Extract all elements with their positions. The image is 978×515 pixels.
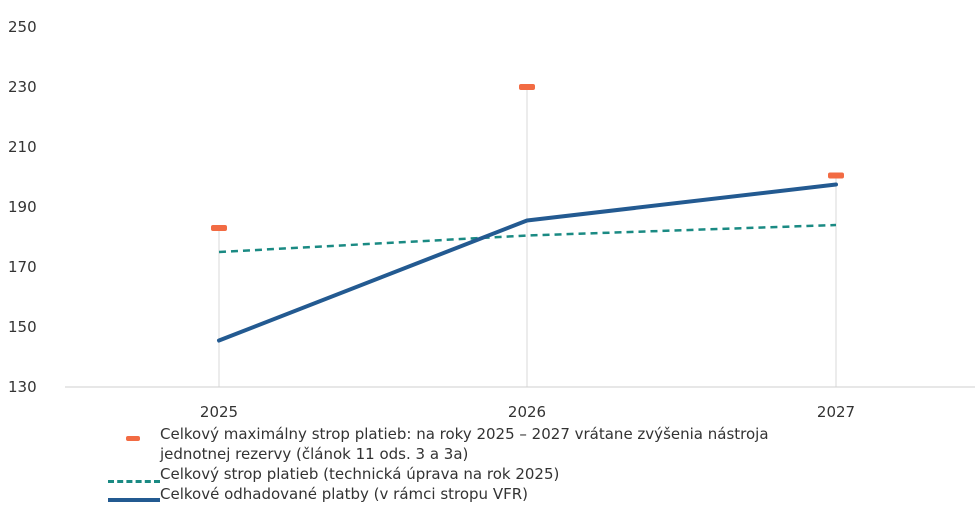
legend-item-max-ceiling: Celkový maximálny strop platieb: na roky… (108, 424, 828, 464)
x-tick-label: 2025 (200, 403, 238, 421)
x-tick-label: 2027 (817, 403, 855, 421)
legend-item-estimated: Celkové odhadované platby (v rámci strop… (108, 484, 828, 504)
legend-label-estimated: Celkové odhadované platby (v rámci strop… (160, 485, 528, 503)
x-axis-tick-labels: 2025 2026 2027 (200, 403, 855, 421)
legend-label-ceiling: Celkový strop platieb (technická úprava … (160, 465, 560, 483)
legend-solid-line-icon (108, 484, 160, 504)
y-tick-label: 230 (8, 78, 37, 96)
y-tick-label: 250 (8, 18, 37, 36)
y-tick-label: 130 (8, 378, 37, 396)
legend-label-max-ceiling: Celkový maximálny strop platieb: na roky… (160, 425, 769, 463)
series-layer (211, 84, 844, 343)
x-tick-label: 2026 (508, 403, 546, 421)
legend-dashed-line-icon (108, 464, 160, 484)
series-line-ceiling (218, 223, 837, 254)
y-tick-label: 210 (8, 138, 37, 156)
y-tick-label: 170 (8, 258, 37, 276)
series-line-estimated (217, 182, 838, 343)
legend-item-ceiling: Celkový strop platieb (technická úprava … (108, 464, 828, 484)
y-tick-label: 190 (8, 198, 37, 216)
y-tick-label: 150 (8, 318, 37, 336)
drop-lines (218, 87, 837, 387)
max-ceiling-marker (211, 225, 227, 231)
y-axis-tick-labels: 130 150 170 190 210 230 250 (8, 18, 37, 396)
legend-marker-icon (108, 424, 160, 444)
max-ceiling-marker (519, 84, 535, 90)
max-ceiling-marker (828, 172, 844, 179)
legend: Celkový maximálny strop platieb: na roky… (108, 424, 828, 504)
